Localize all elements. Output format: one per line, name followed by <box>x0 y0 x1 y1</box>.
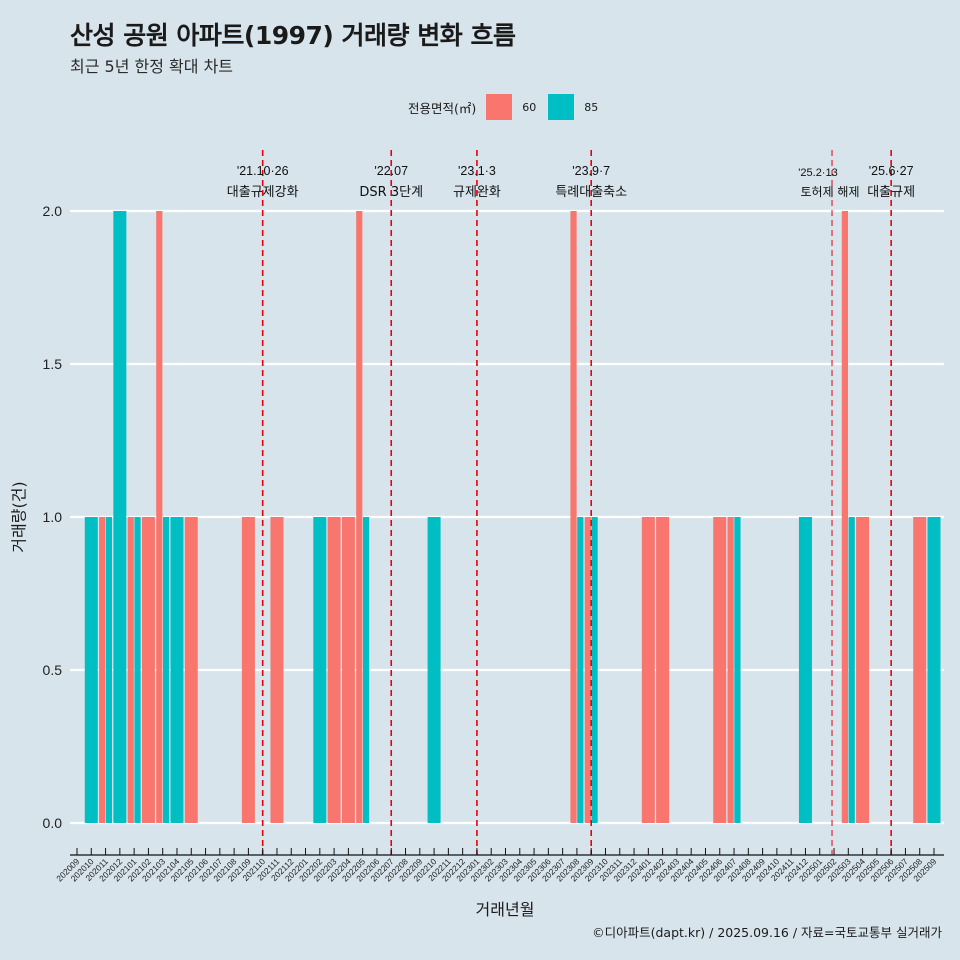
caption: ©디아파트(dapt.kr) / 2025.09.16 / 자료=국토교통부 실… <box>592 925 942 940</box>
event-date: '25.6·27 <box>869 164 914 178</box>
legend-label-60: 60 <box>522 100 537 114</box>
event-label: DSR 3단계 <box>359 185 423 200</box>
bar-60 <box>184 517 198 823</box>
event-label: 특례대출축소 <box>555 185 627 200</box>
bar-85 <box>798 517 812 823</box>
event-label: 대출규제강화 <box>227 185 299 200</box>
bar-85 <box>163 517 170 823</box>
bar-60 <box>841 211 848 823</box>
y-tick-label: 2.0 <box>43 203 63 219</box>
bar-85 <box>105 517 113 823</box>
bar-60 <box>856 517 870 823</box>
y-tick-label: 0.5 <box>43 662 63 678</box>
bar-60 <box>656 517 670 823</box>
chart-title: 산성 공원 아파트(1997) 거래량 변화 흐름 <box>70 21 516 50</box>
legend-title: 전용면적(㎡) <box>408 100 477 116</box>
bar-60 <box>99 517 106 823</box>
bar-60 <box>713 517 727 823</box>
bar-60 <box>641 517 655 823</box>
bar-60 <box>341 517 355 823</box>
bar-85 <box>170 517 184 823</box>
y-axis-title: 거래량(건) <box>9 481 29 553</box>
bar-60 <box>127 517 134 823</box>
event-label: 대출규제 <box>867 185 915 200</box>
event-label: 토허제 해제 <box>801 185 860 199</box>
y-tick-label: 0.0 <box>43 815 63 831</box>
bar-60 <box>327 517 341 823</box>
chart-subtitle: 최근 5년 한정 확대 차트 <box>70 57 234 76</box>
bar-60 <box>270 517 284 823</box>
bar-85 <box>734 517 741 823</box>
bar-60 <box>241 517 255 823</box>
bar-60 <box>727 517 734 823</box>
bar-60 <box>570 211 577 823</box>
y-tick-label: 1.5 <box>43 356 63 372</box>
legend-swatch-85 <box>548 94 575 120</box>
bar-60 <box>356 211 363 823</box>
bar-85 <box>591 517 598 823</box>
bar-60 <box>141 517 155 823</box>
bar-85 <box>927 517 941 823</box>
event-date: '23.9·7 <box>572 164 610 178</box>
event-label: 규제완화 <box>453 185 501 200</box>
x-axis-title: 거래년월 <box>475 900 535 919</box>
event-date: '22.07 <box>374 164 408 178</box>
legend: 전용면적(㎡) 60 85 <box>408 92 610 122</box>
event-date: '21.10·26 <box>237 164 289 178</box>
bar-85 <box>848 517 855 823</box>
event-date: '25.2·13 <box>798 167 837 179</box>
bar-85 <box>113 211 127 823</box>
bar-85 <box>427 517 441 823</box>
event-date: '23.1·3 <box>458 164 496 178</box>
legend-swatch-60 <box>486 94 513 120</box>
bar-85 <box>577 517 584 823</box>
bar-85 <box>362 517 370 823</box>
bar-60 <box>584 517 591 823</box>
bar-85 <box>84 517 98 823</box>
bar-60 <box>913 517 927 823</box>
y-tick-label: 1.0 <box>43 509 63 525</box>
legend-label-85: 85 <box>584 100 599 114</box>
bar-60 <box>156 211 163 823</box>
bar-85 <box>313 517 327 823</box>
bar-85 <box>134 517 141 823</box>
